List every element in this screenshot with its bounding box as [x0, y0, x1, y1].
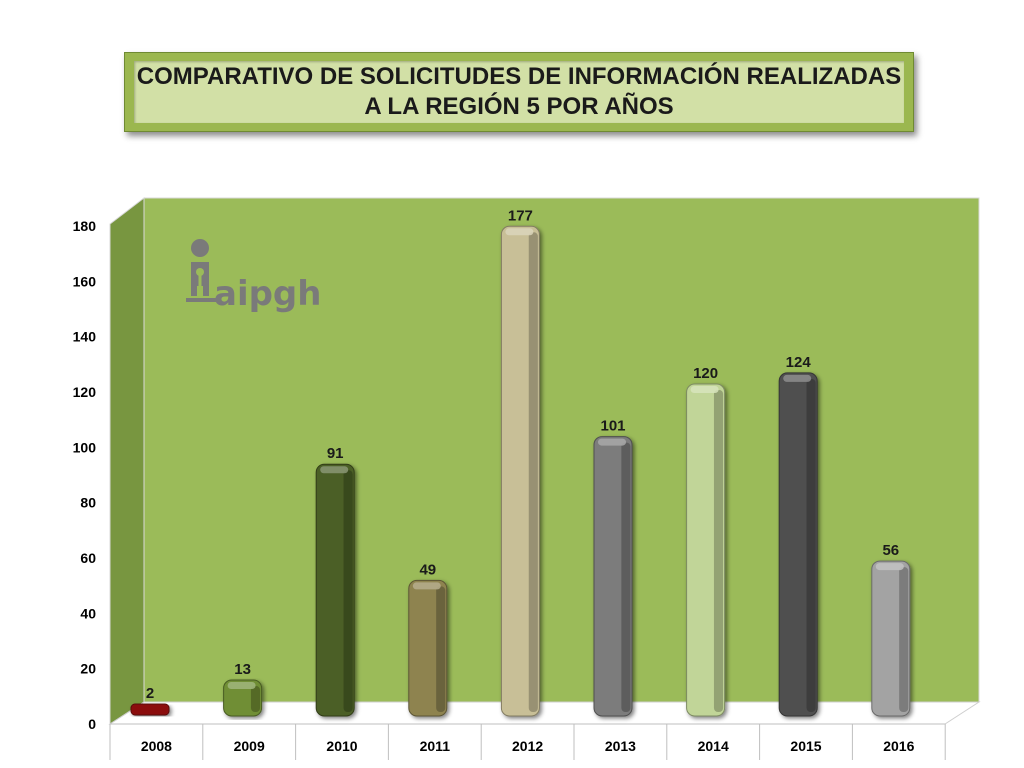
- bar-side-shade: [528, 232, 538, 713]
- data-labels: 2 13 91 49 177 101 120 124 56: [146, 207, 899, 702]
- x-tick-label: 2008: [141, 738, 172, 754]
- logo-text: aipgh: [214, 274, 321, 314]
- data-label: 120: [693, 365, 718, 382]
- x-tick-label: 2012: [512, 738, 543, 754]
- x-tick-label: 2013: [605, 738, 636, 754]
- bar-side-shade: [343, 470, 353, 712]
- aipgh-logo: aipgh: [186, 239, 321, 314]
- x-axis-ticks: 2008 2009 2010 2011 2012 2013 2014 2015 2016: [109, 724, 946, 760]
- bar-top-highlight: [598, 438, 626, 446]
- y-tick-label: 40: [80, 605, 96, 621]
- bar-side-shade: [806, 378, 816, 712]
- person-key-icon: [186, 239, 216, 302]
- bar-2013: [593, 436, 633, 717]
- y-tick-label: 140: [73, 329, 97, 345]
- y-tick-label: 0: [88, 716, 96, 732]
- chart-back-wall: [143, 197, 980, 703]
- y-tick-label: 100: [73, 439, 97, 455]
- y-tick-label: 20: [80, 661, 96, 677]
- x-tick-label: 2009: [234, 738, 265, 754]
- bar-2009: [223, 679, 263, 717]
- chart-title-line-1: COMPARATIVO DE SOLICITUDES DE INFORMACIÓ…: [136, 63, 902, 90]
- x-tick-label: 2014: [698, 738, 729, 754]
- data-label: 49: [419, 561, 436, 578]
- data-label: 91: [327, 445, 344, 462]
- x-tick-label: 2010: [326, 738, 357, 754]
- data-label: 2: [146, 685, 154, 702]
- chart-title-box: COMPARATIVO DE SOLICITUDES DE INFORMACIÓ…: [124, 52, 914, 132]
- bar: [130, 703, 170, 716]
- x-tick-label: 2011: [420, 738, 451, 754]
- chart-title-line-2: A LA REGIÓN 5 POR AÑOS: [364, 93, 674, 120]
- bar-2015: [778, 372, 818, 717]
- y-tick-label: 80: [80, 495, 96, 511]
- x-tick-label: 2016: [883, 738, 914, 754]
- bar-2010: [315, 463, 355, 717]
- bar-side-shade: [713, 390, 724, 712]
- data-label: 101: [600, 418, 625, 435]
- data-label: 13: [234, 661, 251, 678]
- bar-top-highlight: [875, 563, 904, 571]
- x-tick-label: 2015: [790, 738, 821, 754]
- bar-2008: [130, 703, 170, 716]
- bar-2012: [500, 225, 540, 717]
- bar-2016: [871, 560, 911, 717]
- bar-top-highlight: [320, 466, 349, 474]
- bars: [130, 225, 911, 717]
- bar-side-shade: [899, 567, 909, 712]
- bar-side-shade: [250, 686, 261, 712]
- bar-top-highlight: [505, 228, 534, 236]
- bar-top-highlight: [690, 386, 719, 393]
- data-label: 177: [508, 207, 533, 224]
- y-tick-label: 160: [73, 273, 97, 289]
- data-label: 56: [882, 542, 899, 559]
- bar-2014: [686, 383, 726, 717]
- data-label: 124: [786, 354, 812, 371]
- bar-top-highlight: [783, 374, 812, 382]
- bar-top-highlight: [412, 582, 441, 590]
- bar-side-shade: [436, 586, 446, 712]
- bar-side-shade: [621, 442, 631, 712]
- chart-title-inner: COMPARATIVO DE SOLICITUDES DE INFORMACIÓ…: [134, 61, 904, 123]
- y-axis-ticks: 0 20 40 60 80 100 120 140 160 180: [73, 218, 97, 732]
- bar-top-highlight: [227, 682, 256, 690]
- chart-side-wall: [109, 196, 145, 725]
- bar-2011: [408, 579, 448, 717]
- y-tick-label: 60: [80, 550, 96, 566]
- y-tick-label: 180: [73, 218, 97, 234]
- y-tick-label: 120: [73, 384, 97, 400]
